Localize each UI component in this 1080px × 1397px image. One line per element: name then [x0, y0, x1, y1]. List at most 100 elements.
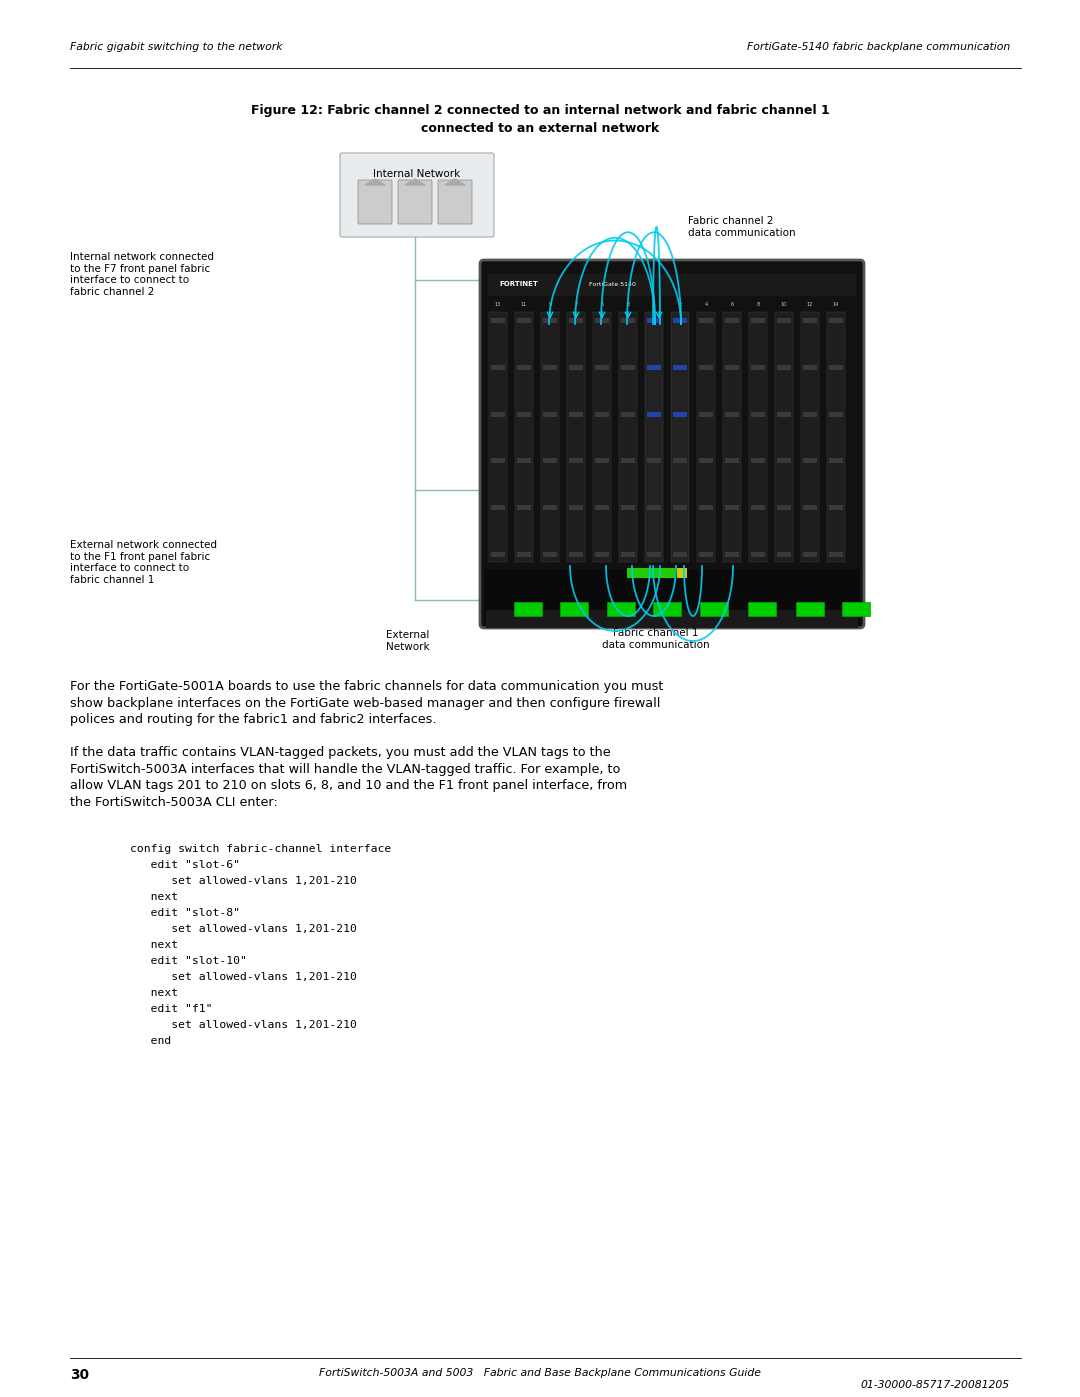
Text: For the FortiGate-5001A boards to use the fabric channels for data communication: For the FortiGate-5001A boards to use th…: [70, 680, 663, 726]
Bar: [777, 552, 792, 557]
Text: 2: 2: [678, 302, 681, 306]
Bar: [725, 412, 740, 416]
Bar: [541, 312, 559, 562]
Bar: [828, 458, 843, 464]
Text: connected to an external network: connected to an external network: [421, 122, 659, 136]
Bar: [673, 552, 687, 557]
Text: config switch fabric-channel interface: config switch fabric-channel interface: [130, 844, 391, 854]
Bar: [593, 312, 611, 562]
Bar: [751, 319, 766, 323]
Bar: [699, 458, 714, 464]
Text: 3: 3: [626, 302, 630, 306]
Bar: [777, 319, 792, 323]
Text: 12: 12: [807, 302, 813, 306]
Bar: [595, 552, 609, 557]
Text: FILTER: FILTER: [652, 571, 675, 577]
Text: next: next: [130, 988, 178, 997]
Text: edit "slot-8": edit "slot-8": [130, 908, 240, 918]
Bar: [828, 506, 843, 510]
Text: set allowed-vlans 1,201-210: set allowed-vlans 1,201-210: [130, 972, 356, 982]
Bar: [751, 506, 766, 510]
Text: 10: 10: [781, 302, 787, 306]
Bar: [699, 506, 714, 510]
Bar: [569, 412, 583, 416]
Bar: [516, 506, 531, 510]
Bar: [800, 312, 820, 562]
Text: next: next: [130, 893, 178, 902]
Bar: [569, 458, 583, 464]
Bar: [490, 412, 505, 416]
Bar: [802, 319, 818, 323]
Bar: [699, 365, 714, 370]
Bar: [699, 319, 714, 323]
Bar: [828, 412, 843, 416]
Bar: [515, 312, 534, 562]
Polygon shape: [365, 179, 384, 184]
Bar: [828, 319, 843, 323]
Bar: [561, 602, 588, 616]
Bar: [802, 412, 818, 416]
Text: 14: 14: [833, 302, 839, 306]
Bar: [826, 312, 846, 562]
Bar: [621, 365, 635, 370]
Bar: [828, 365, 843, 370]
Text: 6: 6: [730, 302, 733, 306]
Text: FortiGate-5140 fabric backplane communication: FortiGate-5140 fabric backplane communic…: [746, 42, 1010, 52]
Bar: [725, 552, 740, 557]
Bar: [802, 458, 818, 464]
Bar: [748, 602, 777, 616]
Bar: [595, 319, 609, 323]
Bar: [751, 412, 766, 416]
Text: 11: 11: [521, 302, 527, 306]
Bar: [490, 552, 505, 557]
Bar: [569, 365, 583, 370]
Bar: [647, 365, 661, 370]
Bar: [647, 506, 661, 510]
Bar: [516, 552, 531, 557]
Bar: [569, 319, 583, 323]
Text: External network connected
to the F1 front panel fabric
interface to connect to
: External network connected to the F1 fro…: [70, 541, 217, 585]
Bar: [673, 458, 687, 464]
Text: FORTINET: FORTINET: [499, 281, 538, 286]
Text: set allowed-vlans 1,201-210: set allowed-vlans 1,201-210: [130, 1020, 356, 1030]
Text: next: next: [130, 940, 178, 950]
FancyBboxPatch shape: [357, 180, 392, 224]
Polygon shape: [445, 179, 465, 184]
Bar: [621, 458, 635, 464]
Text: Internal network connected
to the F7 front panel fabric
interface to connect to
: Internal network connected to the F7 fro…: [70, 251, 214, 296]
Bar: [619, 312, 637, 562]
Text: 8: 8: [756, 302, 759, 306]
Bar: [516, 365, 531, 370]
Bar: [595, 412, 609, 416]
Bar: [671, 312, 689, 562]
Text: Internal Network: Internal Network: [374, 169, 461, 179]
Bar: [514, 602, 542, 616]
Bar: [595, 365, 609, 370]
Bar: [542, 506, 557, 510]
Text: set allowed-vlans 1,201-210: set allowed-vlans 1,201-210: [130, 876, 356, 886]
Bar: [626, 569, 645, 578]
Bar: [842, 602, 870, 616]
Text: 9: 9: [549, 302, 552, 306]
Bar: [647, 319, 661, 323]
Text: 7: 7: [575, 302, 578, 306]
Bar: [490, 365, 505, 370]
Bar: [621, 506, 635, 510]
Text: Fabric channel 1
data communication: Fabric channel 1 data communication: [603, 629, 710, 650]
Bar: [673, 506, 687, 510]
Bar: [796, 602, 824, 616]
Text: 30: 30: [70, 1368, 89, 1382]
Text: end: end: [130, 1037, 172, 1046]
Bar: [621, 552, 635, 557]
Text: FortiGate 5140: FortiGate 5140: [589, 282, 636, 286]
Bar: [569, 552, 583, 557]
Bar: [516, 412, 531, 416]
Bar: [725, 365, 740, 370]
Bar: [673, 365, 687, 370]
Bar: [777, 365, 792, 370]
FancyBboxPatch shape: [340, 154, 494, 237]
Text: 4: 4: [704, 302, 707, 306]
Bar: [647, 552, 661, 557]
Text: If the data traffic contains VLAN-tagged packets, you must add the VLAN tags to : If the data traffic contains VLAN-tagged…: [70, 746, 627, 809]
Bar: [647, 412, 661, 416]
